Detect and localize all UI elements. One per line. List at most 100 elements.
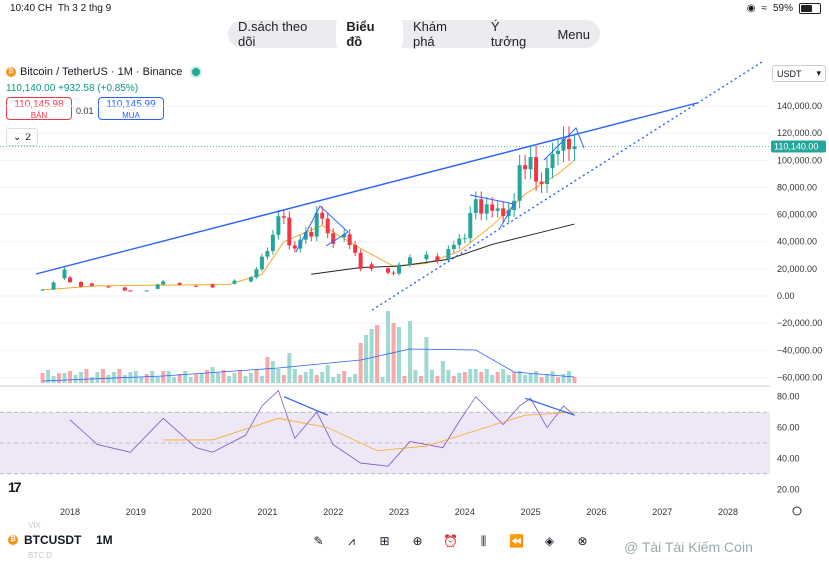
volume-bar — [73, 375, 78, 383]
candle — [106, 286, 111, 288]
indicators-icon[interactable]: ⩘ — [348, 533, 355, 548]
volume-bar — [155, 377, 160, 383]
candle — [451, 244, 456, 250]
volume-bar — [545, 374, 550, 383]
volume-bar — [539, 377, 544, 383]
ticker-button[interactable]: ₿ BTCUSDT — [8, 533, 81, 547]
candle — [353, 244, 358, 253]
time-tick-label: 2018 — [60, 507, 80, 517]
volume-bar — [68, 371, 72, 383]
volume-bar — [183, 371, 188, 383]
volume-bar — [161, 371, 166, 383]
volume-bar — [380, 377, 385, 383]
volume-bar — [446, 370, 451, 383]
sell-button[interactable]: 110,145.98 BÁN — [6, 97, 72, 120]
indicator-toggle[interactable]: ⌄ 2 — [6, 128, 38, 146]
templates-icon[interactable]: ⊞ — [379, 534, 390, 548]
candle — [62, 269, 67, 279]
replay-icon[interactable]: ⏪ — [509, 534, 524, 548]
candle — [468, 212, 473, 239]
layers-icon[interactable]: ◈ — [544, 534, 555, 548]
volume-bar — [336, 374, 341, 383]
candle — [128, 290, 133, 292]
volume-bar — [276, 369, 281, 383]
candle — [155, 284, 160, 289]
rsi-ma-line — [163, 411, 575, 452]
volume-bar — [325, 365, 330, 383]
market-open-icon — [190, 66, 203, 78]
price-change: 110,140.00 +932.58 (+0.85%) — [6, 83, 139, 94]
volume-bar — [298, 375, 303, 383]
tab-2[interactable]: Khám phá — [412, 19, 447, 49]
tradingview-logo: 17 — [8, 479, 22, 495]
price-tick-label: 140,000.00 — [777, 101, 822, 111]
candle — [386, 268, 391, 273]
candle — [566, 138, 571, 150]
volume-bar — [490, 375, 495, 383]
candle — [572, 146, 577, 150]
time-tick-label: 2021 — [257, 507, 277, 517]
candle — [254, 269, 259, 278]
volume-bar — [523, 375, 528, 383]
currency-select[interactable]: USDT ▾ — [772, 65, 826, 82]
volume-bar — [100, 369, 105, 383]
volume-bar — [270, 361, 275, 383]
add-icon[interactable]: ⊕ — [412, 534, 423, 548]
tab-4[interactable]: Menu — [557, 26, 590, 42]
triangle-pattern-2025 — [543, 127, 585, 161]
price-tick-label: 120,000.00 — [777, 128, 822, 138]
volume-bar — [177, 374, 182, 383]
rsi-tick-label: 40.00 — [777, 453, 800, 463]
price-chart[interactable]: 140,000.00 120,000.00 100,000.00 80,000.00 6… — [0, 0, 829, 520]
alert-icon[interactable]: ⏰ — [443, 534, 458, 548]
top-tab-bar: D.sách theo dõi Biểu đồ Khám phá Ý tưởng Men… — [228, 14, 600, 54]
volume-bar — [440, 361, 445, 383]
tab-1[interactable]: Biểu đồ — [336, 14, 403, 54]
volume-bar — [402, 376, 407, 383]
volume-bar — [210, 367, 215, 383]
volume-bar — [407, 321, 412, 383]
resistance-trendline — [35, 102, 698, 275]
volume-bar — [342, 371, 347, 383]
more-tools-icon[interactable]: ⊗ — [577, 534, 588, 548]
symbol-title: Bitcoin / TetherUS · 1M · Binance — [20, 66, 183, 78]
volume-bar — [237, 370, 242, 383]
chart-type-icon[interactable]: ⫼ — [480, 533, 487, 548]
candle — [89, 283, 94, 286]
interval-button[interactable]: 1M — [96, 533, 113, 547]
volume-bar — [566, 371, 571, 383]
candle — [517, 165, 522, 201]
draw-icon[interactable]: ✎ — [313, 534, 324, 548]
candle — [78, 282, 83, 287]
tab-0[interactable]: D.sách theo dõi — [238, 19, 308, 49]
volume-ma-line — [42, 348, 575, 382]
candle — [539, 181, 544, 185]
volume-bar — [375, 325, 380, 383]
volume-bar — [144, 374, 149, 383]
volume-bar — [265, 357, 270, 383]
candle — [303, 232, 308, 240]
candle — [501, 208, 506, 217]
time-tick-label: 2027 — [652, 507, 672, 517]
symbol-header[interactable]: ₿ Bitcoin / TetherUS · 1M · Binance — [6, 66, 203, 78]
candle — [331, 233, 336, 244]
ema-slow-line — [311, 223, 575, 275]
volume-bar — [331, 377, 336, 383]
candle — [462, 238, 467, 240]
tab-3[interactable]: Ý tưởng — [490, 19, 527, 49]
candle — [281, 216, 286, 218]
candle — [479, 199, 484, 214]
candle — [232, 280, 237, 284]
time-tick-label: 2020 — [192, 507, 212, 517]
volume-bar — [572, 377, 577, 383]
volume-bar — [259, 376, 264, 383]
buy-button[interactable]: 110,145.99 MUA — [98, 97, 164, 120]
ema-fast-line — [42, 159, 575, 291]
current-price-label: 110,140.00 — [774, 142, 818, 152]
volume-bar — [248, 373, 253, 383]
volume-bar — [46, 370, 51, 383]
rsi-divergence-line — [283, 396, 328, 416]
volume-bar — [303, 372, 308, 383]
volume-bar — [111, 372, 116, 383]
candle — [473, 199, 478, 213]
